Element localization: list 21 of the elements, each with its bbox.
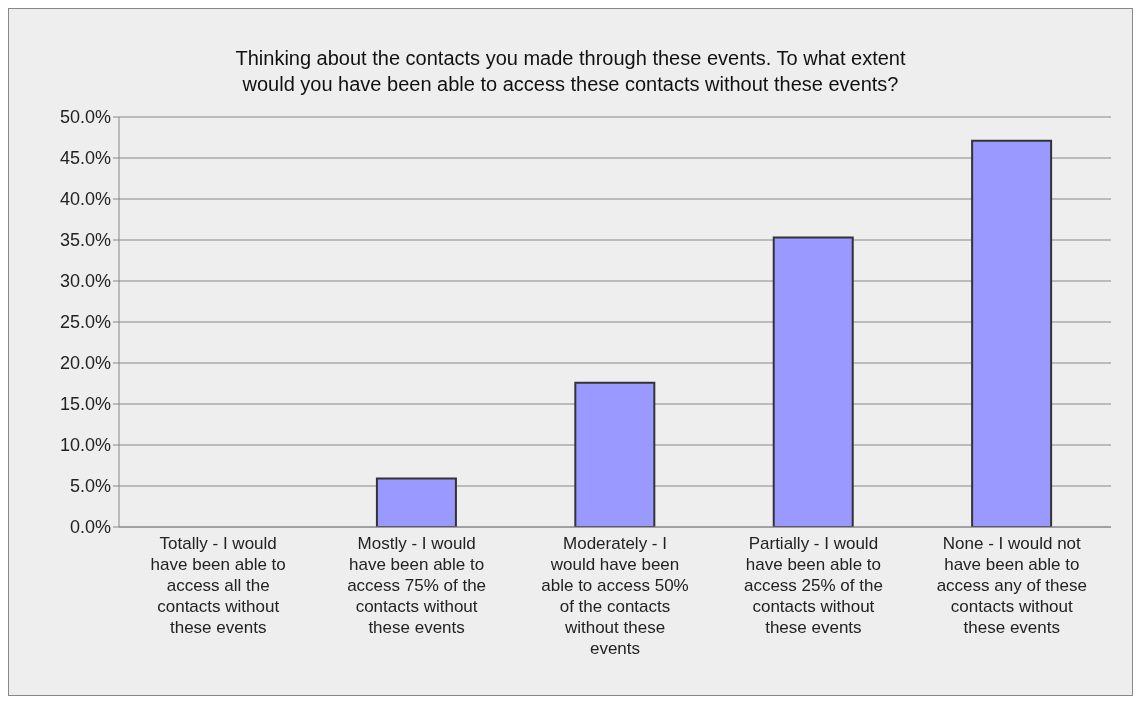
y-tick-label: 20.0% — [59, 353, 111, 374]
bar — [375, 477, 457, 527]
y-tick-label: 50.0% — [59, 107, 111, 128]
y-tick-label: 40.0% — [59, 189, 111, 210]
x-tick-label: Totally - I would have been able to access all the contacts without these events — [150, 534, 286, 637]
y-tick-label: 0.0% — [69, 517, 111, 538]
x-tick-label: Partially - I would have been able to access 25% of the contacts without these events — [743, 534, 883, 637]
chart-title: Thinking about the contacts you made through these events. To what extent would you have been able to access these contacts without these events? — [234, 46, 907, 97]
y-tick-label: 30.0% — [59, 271, 111, 292]
y-tick-label: 45.0% — [59, 148, 111, 169]
y-tick-label: 5.0% — [69, 476, 111, 497]
y-tick-label: 25.0% — [59, 312, 111, 333]
x-tick-label: Moderately - I would have been able to access 50% of the contacts without these events — [541, 534, 689, 658]
y-tick-label: 15.0% — [59, 394, 111, 415]
bar — [971, 139, 1053, 527]
y-tick-label: 10.0% — [59, 435, 111, 456]
x-tick-label: Mostly - I would have been able to access 75% of the contacts without these events — [347, 534, 487, 637]
bar — [574, 381, 656, 527]
x-tick-label: None - I would not have been able to access any of these contacts without these events — [936, 534, 1087, 637]
y-tick-label: 35.0% — [59, 230, 111, 251]
bar — [772, 236, 854, 527]
